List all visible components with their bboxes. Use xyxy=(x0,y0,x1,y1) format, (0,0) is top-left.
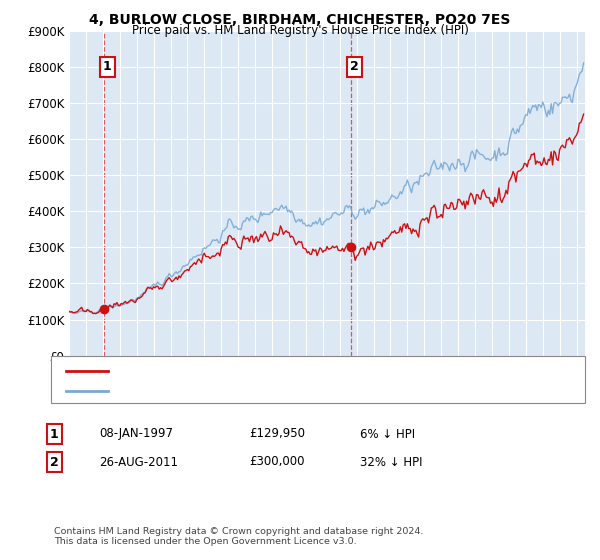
Text: HPI: Average price, detached house, Chichester: HPI: Average price, detached house, Chic… xyxy=(114,386,363,396)
Text: 4, BURLOW CLOSE, BIRDHAM, CHICHESTER, PO20 7ES: 4, BURLOW CLOSE, BIRDHAM, CHICHESTER, PO… xyxy=(89,13,511,27)
Text: 2: 2 xyxy=(350,60,358,73)
Text: Contains HM Land Registry data © Crown copyright and database right 2024.
This d: Contains HM Land Registry data © Crown c… xyxy=(54,526,424,546)
Text: £129,950: £129,950 xyxy=(249,427,305,441)
Text: £300,000: £300,000 xyxy=(249,455,305,469)
Text: 08-JAN-1997: 08-JAN-1997 xyxy=(99,427,173,441)
Text: 6% ↓ HPI: 6% ↓ HPI xyxy=(360,427,415,441)
Text: 26-AUG-2011: 26-AUG-2011 xyxy=(99,455,178,469)
Text: 4, BURLOW CLOSE, BIRDHAM, CHICHESTER, PO20 7ES (detached house): 4, BURLOW CLOSE, BIRDHAM, CHICHESTER, PO… xyxy=(114,366,491,376)
Text: Price paid vs. HM Land Registry's House Price Index (HPI): Price paid vs. HM Land Registry's House … xyxy=(131,24,469,37)
Text: 2: 2 xyxy=(50,455,58,469)
Text: 1: 1 xyxy=(103,60,112,73)
Text: 1: 1 xyxy=(50,427,58,441)
Text: 32% ↓ HPI: 32% ↓ HPI xyxy=(360,455,422,469)
